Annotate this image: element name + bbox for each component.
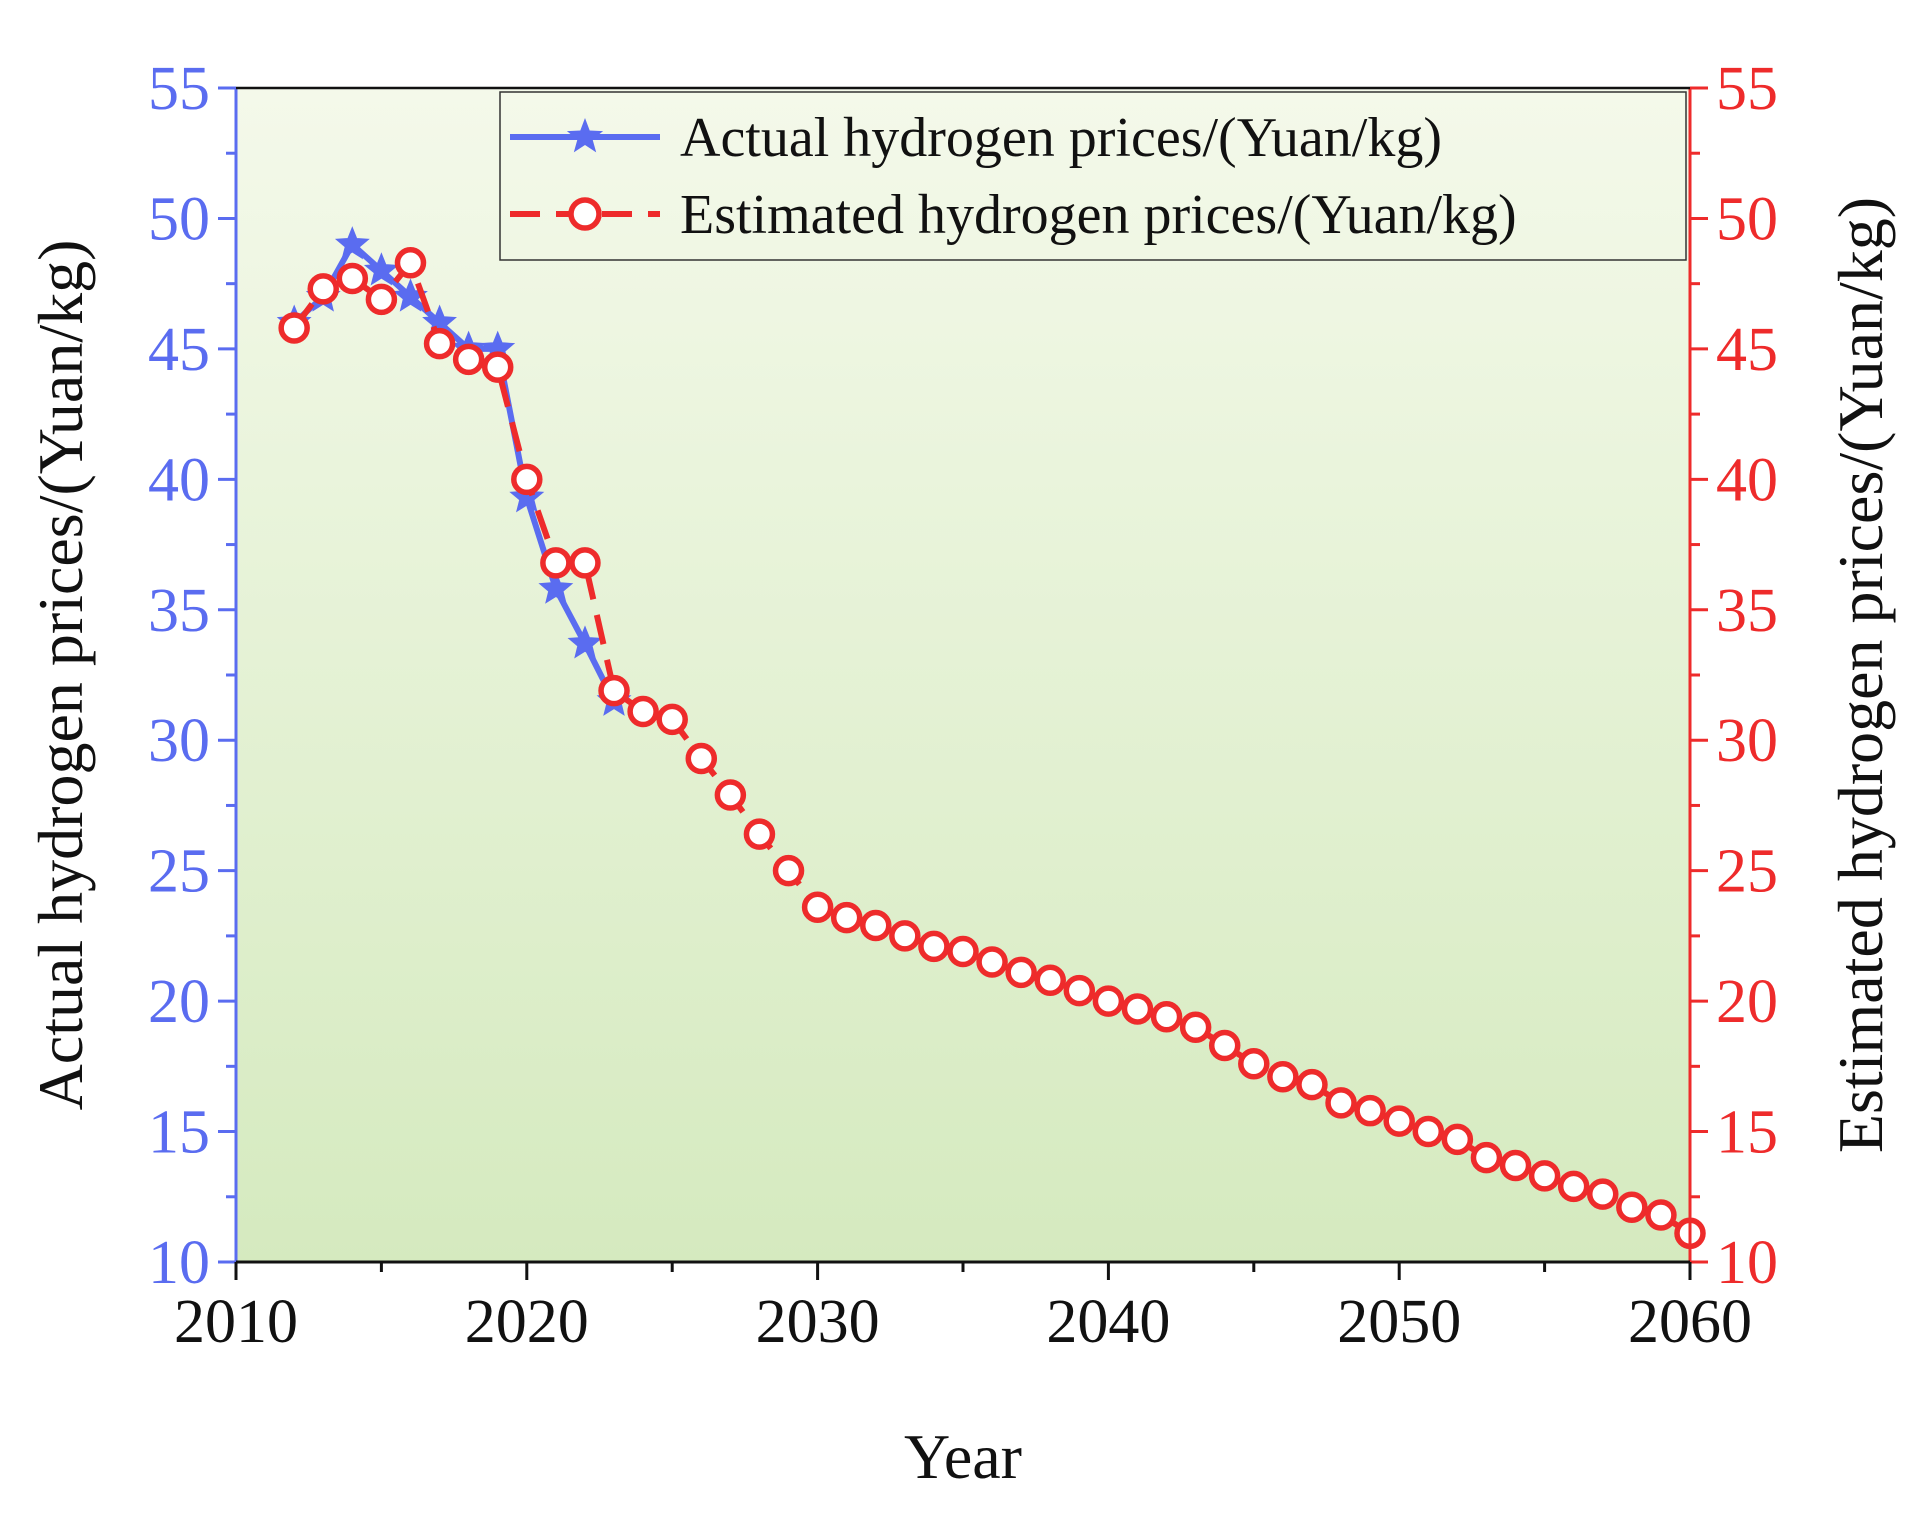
y-left-tick-label: 55 — [148, 55, 210, 123]
y-right-tick-label: 40 — [1716, 446, 1778, 514]
y-right-tick-label: 15 — [1716, 1099, 1778, 1167]
y-axis-left-title: Actual hydrogen prices/(Yuan/kg) — [25, 240, 96, 1111]
series-estimated-point — [1616, 1191, 1648, 1223]
legend-estimated-marker — [568, 197, 602, 231]
series-estimated-point — [1296, 1068, 1328, 1101]
series-estimated-point — [1238, 1047, 1270, 1080]
series-estimated-point — [627, 695, 659, 728]
x-axis-title: Year — [904, 1421, 1022, 1492]
series-estimated-point — [685, 742, 718, 775]
legend-estimated-label: Estimated hydrogen prices/(Yuan/kg) — [680, 184, 1517, 246]
y-left-tick-label: 50 — [148, 185, 210, 253]
series-estimated-point — [540, 547, 572, 579]
series-estimated-point — [830, 901, 863, 934]
y-right-tick-label: 10 — [1716, 1229, 1778, 1297]
legend-box — [499, 91, 1687, 261]
y-left-tick-label: 35 — [148, 577, 210, 645]
legend-actual-label: Actual hydrogen prices/(Yuan/kg) — [680, 107, 1442, 169]
series-estimated-point — [1179, 1011, 1212, 1043]
series-actual-point — [509, 479, 545, 513]
series-estimated-point — [1412, 1115, 1445, 1148]
series-estimated-point — [1470, 1141, 1503, 1174]
series-estimated-point — [394, 247, 427, 279]
series-estimated-point — [1034, 964, 1066, 996]
series-estimated-point — [278, 312, 310, 344]
series-estimated-point — [1063, 974, 1096, 1007]
x-tick-label: 2030 — [756, 1288, 880, 1356]
series-estimated-point — [598, 674, 630, 707]
y-left-tick-label: 20 — [148, 968, 210, 1036]
series-estimated-point — [918, 930, 950, 963]
series-estimated-point — [1645, 1199, 1677, 1231]
series-estimated-point — [423, 327, 456, 360]
series-estimated-point — [1383, 1105, 1415, 1137]
y-right-tick-label: 45 — [1716, 316, 1778, 384]
series-estimated-point — [365, 283, 398, 316]
series-estimated-point — [481, 351, 514, 383]
y-right-tick-label: 25 — [1716, 838, 1778, 906]
y-right-tick-label: 55 — [1716, 55, 1778, 123]
legend-actual-marker — [566, 118, 604, 153]
x-tick-label: 2050 — [1337, 1288, 1461, 1356]
series-estimated-point — [1557, 1170, 1590, 1203]
series-actual-point — [363, 252, 399, 286]
series-actual-point — [538, 570, 574, 604]
y-left-tick-label: 45 — [148, 316, 210, 384]
series-estimated-point — [714, 779, 747, 811]
y-left-tick-label: 10 — [148, 1229, 210, 1297]
y-right-tick-label: 20 — [1716, 968, 1778, 1036]
series-estimated-point — [569, 547, 601, 579]
y-left-tick-label: 40 — [148, 446, 210, 514]
x-tick-label: 2010 — [174, 1288, 298, 1356]
series-estimated-point — [1208, 1029, 1241, 1062]
y-left-tick-label: 25 — [148, 838, 210, 906]
series-estimated-point — [947, 935, 979, 968]
series-estimated-point — [1528, 1160, 1561, 1192]
series-actual-point — [567, 625, 603, 659]
series-estimated-point — [772, 854, 805, 887]
legend: Actual hydrogen prices/(Yuan/kg) Estimate… — [499, 91, 1687, 261]
x-tick-label: 2020 — [465, 1288, 589, 1356]
series-estimated-point — [656, 703, 688, 736]
y-right-tick-label: 35 — [1716, 577, 1778, 645]
x-tick-label: 2040 — [1046, 1288, 1170, 1356]
y-axis-right-title: Estimated hydrogen prices/(Yuan/kg) — [1825, 197, 1896, 1153]
series-estimated-point — [860, 909, 892, 942]
series-estimated-point — [1325, 1087, 1357, 1119]
y-right-tick-label: 50 — [1716, 185, 1778, 253]
series-estimated-point — [1587, 1178, 1619, 1210]
series-estimated-point — [889, 920, 921, 952]
series-estimated-point — [743, 818, 776, 850]
series-estimated-point — [1441, 1123, 1474, 1156]
series-estimated-point — [1092, 985, 1125, 1017]
series-estimated-point — [1150, 1001, 1183, 1033]
series-actual-point — [334, 226, 370, 260]
y-left-tick-label: 15 — [148, 1099, 210, 1167]
series-estimated-point — [1354, 1094, 1386, 1127]
series-estimated-point — [1121, 993, 1154, 1025]
series-layer — [276, 226, 1706, 1250]
series-estimated-point — [336, 262, 369, 295]
series-estimated-point — [976, 946, 1008, 978]
y-right-tick-label: 30 — [1716, 707, 1778, 775]
plot-background — [236, 88, 1690, 1262]
y-left-tick-label: 30 — [148, 707, 210, 775]
series-estimated-point — [307, 273, 339, 305]
series-estimated-point — [1005, 956, 1037, 989]
series-estimated-point — [452, 343, 485, 376]
x-tick-label: 2060 — [1628, 1288, 1752, 1356]
series-estimated-point — [1267, 1061, 1299, 1093]
series-estimated-point — [511, 463, 543, 496]
series-estimated-point — [801, 891, 834, 923]
series-estimated-point — [1499, 1149, 1532, 1182]
